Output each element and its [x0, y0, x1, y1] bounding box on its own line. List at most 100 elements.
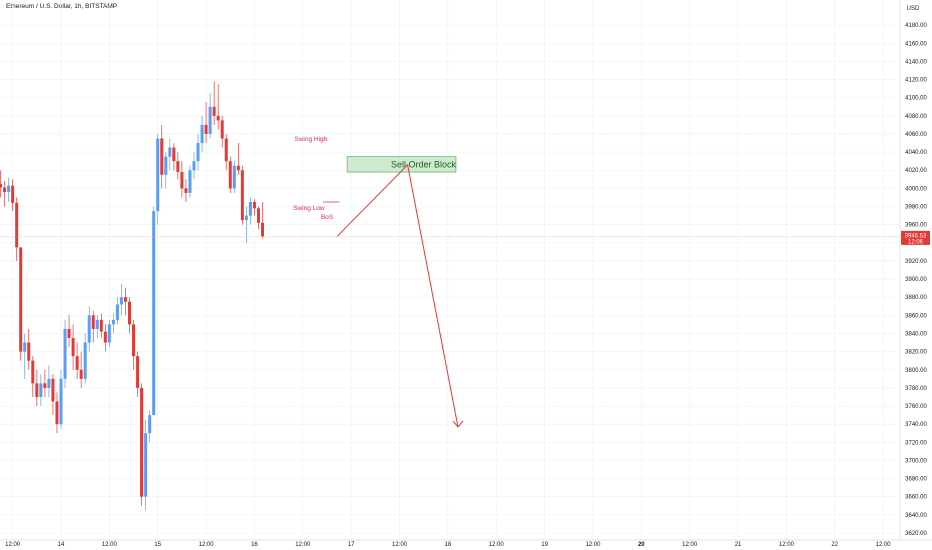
price-tick: 4100.00	[905, 96, 927, 102]
candle-down	[220, 115, 224, 148]
candle-body	[119, 297, 123, 305]
price-tick: 4180.00	[905, 23, 927, 29]
candle-up	[200, 115, 204, 153]
candle-up	[47, 365, 51, 397]
candle-body	[160, 138, 164, 175]
candle-body	[51, 378, 55, 402]
date-tick: 14	[58, 542, 65, 548]
candle-body	[31, 360, 35, 384]
time-tick: 12:00	[5, 542, 21, 548]
candle-body	[168, 147, 172, 157]
candle-body	[23, 342, 27, 352]
price-tick: 4160.00	[905, 41, 927, 47]
candle-body	[123, 297, 127, 302]
candle-down	[79, 351, 83, 388]
time-axis: 12:00 14 12:00 15 12:00 16 12:00 17 12:00 18 12:00…	[5, 542, 891, 548]
candle-up	[208, 93, 212, 139]
date-tick: 21	[735, 542, 742, 548]
candle-body	[200, 124, 204, 144]
candle-body	[79, 369, 83, 379]
countdown-timer: 12:06	[908, 239, 924, 245]
price-tick: 4020.00	[905, 168, 927, 174]
candle-body	[144, 433, 148, 497]
candle-body	[43, 383, 47, 388]
candle-body	[204, 124, 208, 134]
candle-up	[196, 133, 200, 171]
candle-body	[103, 331, 107, 343]
candle-body	[148, 415, 152, 434]
candle-down	[99, 313, 103, 339]
candle-body	[232, 165, 236, 189]
price-tick: 3700.00	[905, 458, 927, 464]
candle-body	[67, 328, 71, 339]
projection-path	[336, 163, 459, 427]
candle-down	[31, 356, 35, 397]
date-tick: 22	[831, 542, 838, 548]
candle-down	[212, 81, 216, 125]
candle-body	[240, 170, 244, 221]
annotation-swing-low: Swing Low	[293, 205, 325, 212]
candle-body	[252, 201, 256, 209]
candle-body	[196, 143, 200, 162]
candle-body	[91, 315, 95, 329]
price-tick: 4000.00	[905, 186, 927, 192]
date-tick: 19	[541, 542, 548, 548]
price-tick: 3740.00	[905, 422, 927, 428]
candle-body	[7, 185, 11, 193]
candle-body	[15, 202, 19, 248]
candle-body	[212, 106, 216, 116]
candle-down	[252, 199, 256, 216]
candle-down	[71, 324, 75, 370]
candle-body	[95, 319, 99, 329]
candle-down	[236, 143, 240, 175]
candle-down	[204, 102, 208, 144]
time-tick: 12:00	[295, 542, 311, 548]
annotation-swing-high: Swing High	[294, 136, 327, 143]
time-tick: 12:00	[102, 542, 118, 548]
price-tick: 4080.00	[905, 114, 927, 120]
candle-down	[256, 206, 260, 230]
price-tick: 3660.00	[905, 495, 927, 501]
candle-body	[27, 342, 31, 361]
candle-body	[261, 222, 264, 237]
candle-body	[188, 170, 192, 193]
current-price-value: 3946.53	[905, 233, 927, 239]
candle-up	[23, 333, 27, 379]
date-tick: 16	[251, 542, 258, 548]
candle-body	[140, 387, 144, 497]
candle-body	[180, 172, 184, 189]
candle-body	[55, 401, 59, 425]
candle-down	[75, 342, 79, 379]
candle-body	[152, 211, 156, 416]
candle-body	[256, 208, 260, 223]
currency-label: USD	[907, 6, 920, 12]
date-tick: 17	[348, 542, 355, 548]
price-tick: 3820.00	[905, 350, 927, 356]
candle-up	[148, 410, 152, 443]
candle-up	[111, 313, 115, 334]
candle-down	[261, 201, 264, 239]
candle-body	[208, 106, 212, 134]
candle-down	[103, 324, 107, 352]
candle-body	[128, 301, 132, 325]
candle-body	[136, 356, 140, 388]
date-tick: 18	[445, 542, 452, 548]
order-block-layer: Sell Order Block	[346, 156, 457, 173]
candle-body	[39, 383, 43, 397]
candle-body	[35, 383, 39, 397]
candle-up	[164, 152, 168, 189]
candle-down	[160, 124, 164, 189]
candle-body	[83, 342, 87, 379]
time-tick: 12:00	[199, 542, 215, 548]
candle-down	[67, 315, 71, 348]
price-tick: 3780.00	[905, 386, 927, 392]
candle-body	[156, 138, 160, 212]
time-tick: 12:00	[585, 542, 601, 548]
candle-up	[192, 152, 196, 180]
candle-up	[188, 165, 192, 198]
candle-down	[123, 288, 127, 316]
candle-down	[240, 165, 244, 225]
candle-body	[164, 156, 168, 175]
